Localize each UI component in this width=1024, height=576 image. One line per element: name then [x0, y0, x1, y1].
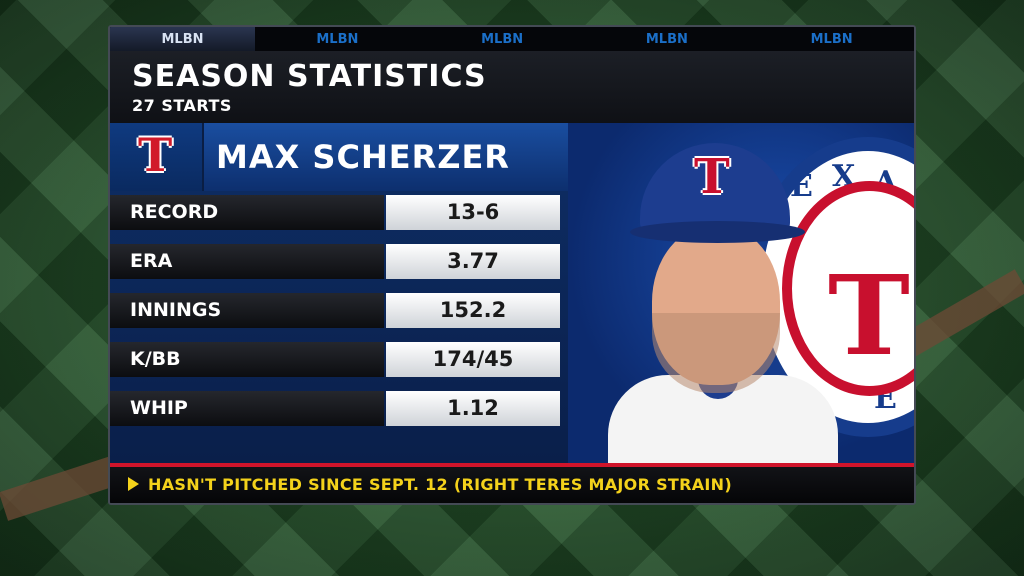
- graphic-title: SEASON STATISTICS: [132, 59, 487, 94]
- team-logo-box: T: [110, 123, 204, 191]
- stat-label: ERA: [110, 244, 384, 279]
- stat-row-innings: INNINGS 152.2: [110, 293, 566, 328]
- rangers-t-logo-icon: T: [138, 128, 173, 182]
- graphic-subtitle: 27 STARTS: [132, 96, 232, 115]
- note-bar: HASN'T PITCHED SINCE SEPT. 12 (RIGHT TER…: [110, 467, 914, 503]
- network-tab: MLBN: [481, 31, 524, 47]
- cap-logo-icon: T: [694, 149, 730, 205]
- logo-baseball: T: [782, 181, 914, 396]
- stat-value: 174/45: [386, 342, 560, 377]
- injury-note: HASN'T PITCHED SINCE SEPT. 12 (RIGHT TER…: [148, 475, 732, 494]
- rangers-t-icon: T: [828, 251, 910, 380]
- accent-divider: [110, 463, 914, 467]
- network-tab: MLBN: [810, 31, 853, 47]
- stats-column: T MAX SCHERZER RECORD 13-6 ERA 3.77 INNI…: [110, 123, 568, 463]
- stat-label: K/BB: [110, 342, 384, 377]
- stats-graphic-panel: MLBN MLBN MLBN MLBN MLBN SEASON STATISTI…: [108, 25, 916, 505]
- stat-label: WHIP: [110, 391, 384, 426]
- stat-row-k-bb: K/BB 174/45: [110, 342, 566, 377]
- stat-row-record: RECORD 13-6: [110, 195, 566, 230]
- stat-value: 152.2: [386, 293, 560, 328]
- play-arrow-icon: [128, 477, 139, 491]
- player-photo-area: E X A S E R T T: [568, 123, 914, 463]
- network-tab: MLBN: [110, 27, 255, 51]
- network-tab: MLBN: [316, 31, 359, 47]
- player-name: MAX SCHERZER: [216, 138, 510, 176]
- stat-label: INNINGS: [110, 293, 384, 328]
- network-tab-bar: MLBN MLBN MLBN MLBN MLBN: [110, 27, 914, 51]
- stat-value: 3.77: [386, 244, 560, 279]
- stat-value: 1.12: [386, 391, 560, 426]
- player-cap: T: [640, 143, 790, 233]
- player-name-bar: T MAX SCHERZER: [110, 123, 568, 191]
- stat-label: RECORD: [110, 195, 384, 230]
- stat-row-whip: WHIP 1.12: [110, 391, 566, 426]
- player-photo: T: [608, 143, 838, 463]
- network-tab: MLBN: [645, 31, 688, 47]
- stat-row-era: ERA 3.77: [110, 244, 566, 279]
- cap-brim: [630, 221, 805, 243]
- stat-value: 13-6: [386, 195, 560, 230]
- logo-letter: E: [790, 169, 813, 204]
